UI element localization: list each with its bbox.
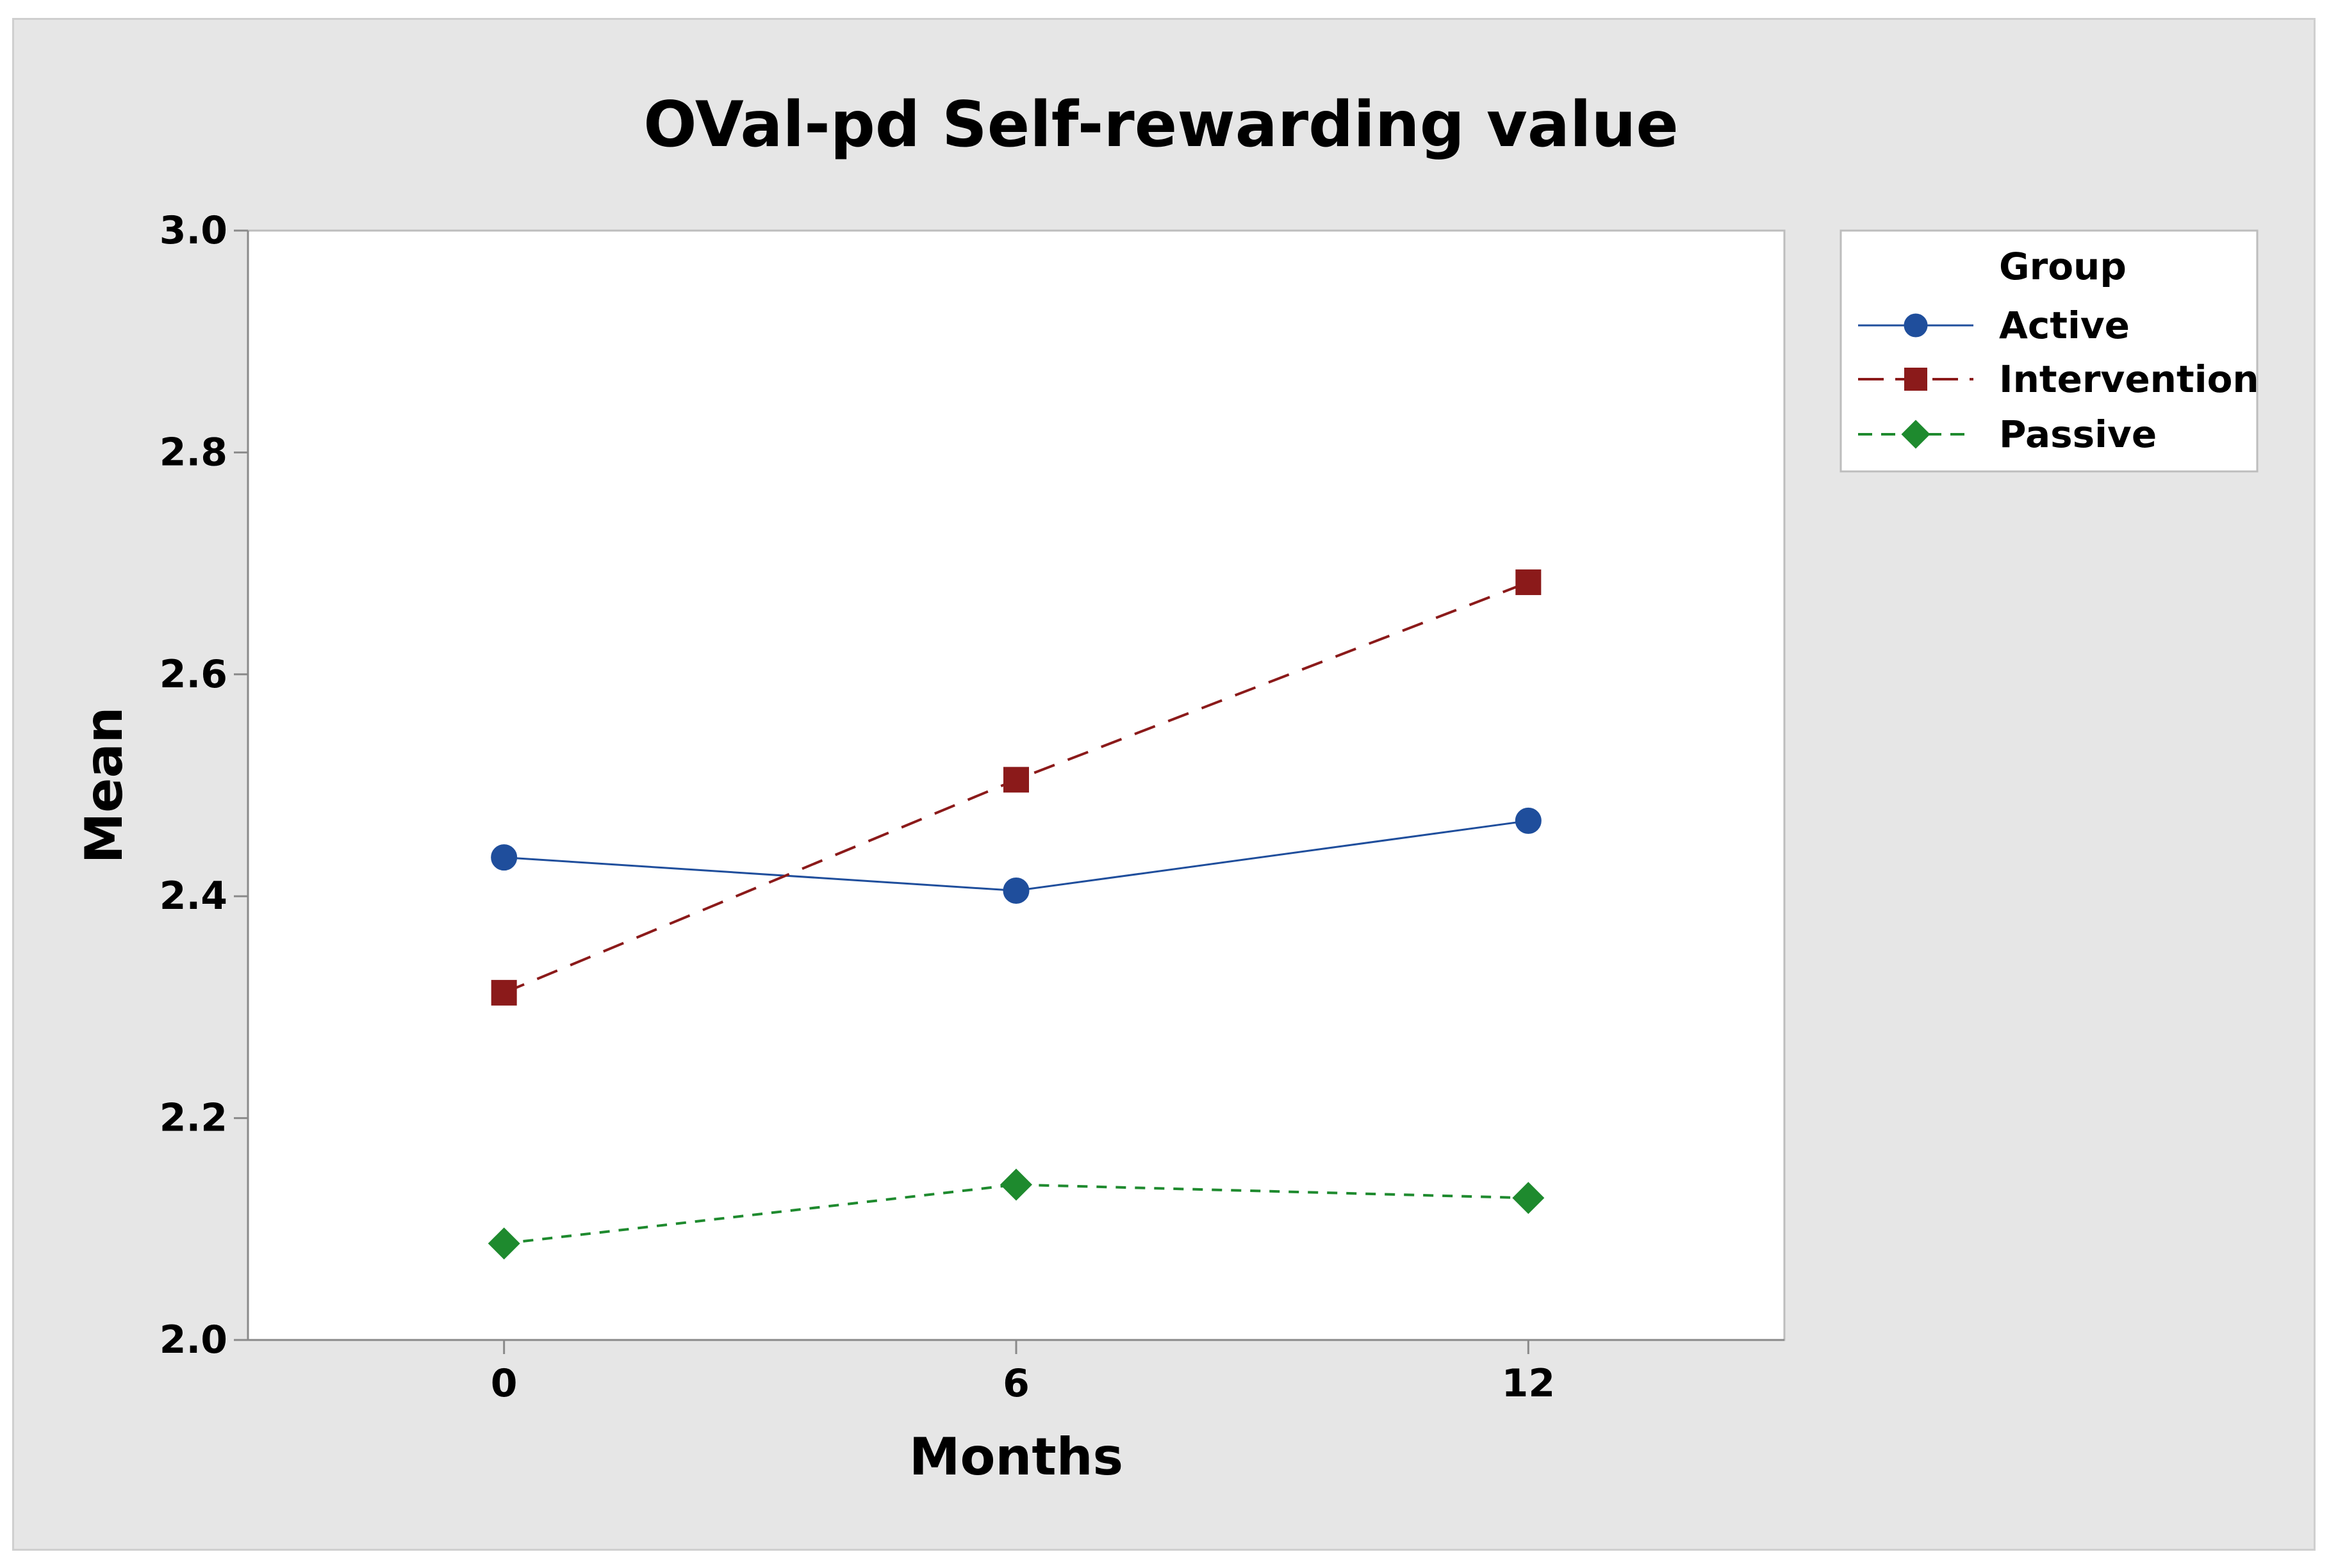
series-active (491, 807, 1542, 904)
y-tick-label: 2.6 (160, 652, 227, 697)
legend-item-intervention: Intervention (1858, 357, 2259, 401)
legend-entries: Active Intervention Passive (1858, 304, 2259, 456)
data-point-intervention (1515, 569, 1542, 596)
y-tick-label: 2.2 (160, 1096, 227, 1141)
series-passive (488, 1168, 1545, 1260)
x-axis-label: Months (909, 1427, 1123, 1487)
series-intervention (491, 569, 1542, 1006)
data-point-active (1003, 878, 1030, 904)
legend-label-passive: Passive (1999, 412, 2157, 456)
data-point-passive (1512, 1182, 1545, 1214)
legend-item-passive: Passive (1858, 412, 2157, 456)
data-point-passive (488, 1227, 520, 1260)
y-axis-ticks: 2.0 2.2 2.4 2.6 2.8 3.0 (160, 208, 248, 1362)
legend-marker-active (1904, 313, 1928, 338)
legend-item-active: Active (1858, 304, 2130, 347)
legend-label-intervention: Intervention (1999, 357, 2259, 401)
chart-title: OVal-pd Self-rewarding value (643, 88, 1679, 161)
data-point-passive (1000, 1168, 1032, 1201)
data-point-intervention (491, 979, 517, 1006)
data-point-active (1515, 807, 1542, 834)
x-tick-label: 0 (491, 1361, 518, 1406)
legend-label-active: Active (1999, 304, 2130, 347)
legend-marker-intervention (1904, 368, 1927, 391)
y-tick-label: 2.4 (160, 874, 227, 919)
x-axis-ticks: 0 6 12 (491, 1340, 1555, 1406)
data-point-active (491, 844, 518, 871)
x-tick-label: 12 (1502, 1361, 1556, 1406)
y-axis-label: Mean (74, 707, 134, 864)
y-tick-label: 3.0 (160, 208, 227, 253)
legend: Group Active Intervention Passive (1839, 229, 2259, 473)
legend-marker-passive (1901, 420, 1930, 449)
y-tick-label: 2.8 (160, 430, 227, 475)
y-tick-label: 2.0 (160, 1318, 227, 1362)
series-layer (488, 569, 1545, 1260)
data-point-intervention (1003, 767, 1029, 793)
x-tick-label: 6 (1003, 1361, 1030, 1406)
legend-title: Group (1999, 245, 2127, 288)
